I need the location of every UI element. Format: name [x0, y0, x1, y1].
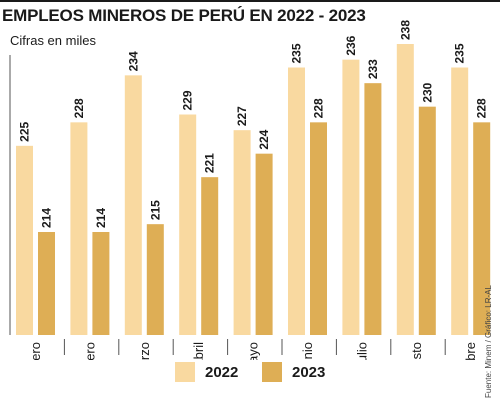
bar-2023-febrero: [92, 232, 110, 335]
data-label-2022-abril: 229: [181, 90, 195, 110]
data-label-2022-junio: 235: [290, 43, 304, 63]
category-label-febrero: Febrero: [82, 342, 97, 360]
bar-2023-junio: [310, 122, 327, 335]
bar-2022-junio: [288, 67, 305, 335]
data-label-2023-mayo: 224: [257, 129, 271, 149]
data-label-2022-marzo: 234: [126, 51, 140, 71]
legend-label-2023: 2023: [292, 363, 326, 381]
data-label-2022-agosto: 238: [398, 20, 412, 40]
bar-2022-abril: [179, 114, 197, 335]
legend-swatch-2022: [175, 362, 195, 382]
category-label-enero: Enero: [28, 342, 43, 360]
bar-2022-julio: [342, 59, 360, 336]
bar-2023-mayo: [255, 153, 273, 335]
bar-2022-septiembre: [451, 67, 469, 335]
bar-2023-enero: [38, 232, 55, 335]
category-label-septiembre: Septiembre: [463, 342, 478, 360]
data-label-2022-mayo: 227: [235, 106, 249, 126]
data-label-2023-julio: 233: [366, 59, 380, 79]
data-label-2023-agosto: 230: [420, 82, 434, 102]
bar-chart: 225 214 Enero 228 214 Febrero 234 215 Marzo 229 22…: [9, 20, 491, 360]
data-label-2023-marzo: 215: [148, 200, 162, 220]
data-label-2022-enero: 225: [18, 121, 32, 141]
source-credit: Fuente: Minem / Gráfico: LR-AL: [484, 285, 493, 398]
legend-item-2022: 2022: [175, 360, 238, 384]
category-label-junio: Junio: [300, 342, 315, 360]
legend-label-2022: 2022: [205, 363, 239, 381]
top-rule: [0, 0, 500, 2]
data-label-2023-junio: 228: [312, 98, 326, 118]
data-label-2023-enero: 214: [40, 208, 54, 228]
bar-2022-marzo: [124, 75, 142, 335]
chart-subtitle: Cifras en miles: [10, 33, 96, 48]
bar-2023-marzo: [146, 224, 164, 335]
category-label-marzo: Marzo: [137, 342, 152, 360]
data-label-2023-septiembre: 228: [475, 98, 489, 118]
data-label-2022-septiembre: 235: [453, 43, 467, 63]
chart-title: EMPLEOS MINEROS DE PERÚ EN 2022 - 2023: [2, 6, 366, 25]
bar-2023-julio: [364, 83, 382, 336]
bar-2022-agosto: [396, 44, 414, 335]
category-label-julio: Julio: [354, 342, 369, 360]
bar-2022-enero: [16, 145, 33, 335]
bar-2022-febrero: [70, 122, 88, 335]
category-label-abril: Abril: [191, 342, 206, 360]
category-label-agosto: Agosto: [409, 342, 424, 360]
data-label-2023-abril: 221: [203, 153, 217, 173]
bar-2023-septiembre: [473, 122, 491, 335]
bar-2023-agosto: [418, 106, 436, 336]
data-label-2022-febrero: 228: [72, 98, 86, 118]
data-label-2023-febrero: 214: [94, 208, 108, 228]
legend: 2022 2023: [0, 360, 500, 390]
data-label-2022-julio: 236: [344, 35, 358, 55]
legend-swatch-2023: [262, 362, 282, 382]
category-label-mayo: Mayo: [246, 342, 261, 360]
bar-2023-abril: [201, 177, 219, 335]
bar-2022-mayo: [233, 130, 251, 335]
legend-item-2023: 2023: [262, 360, 325, 384]
